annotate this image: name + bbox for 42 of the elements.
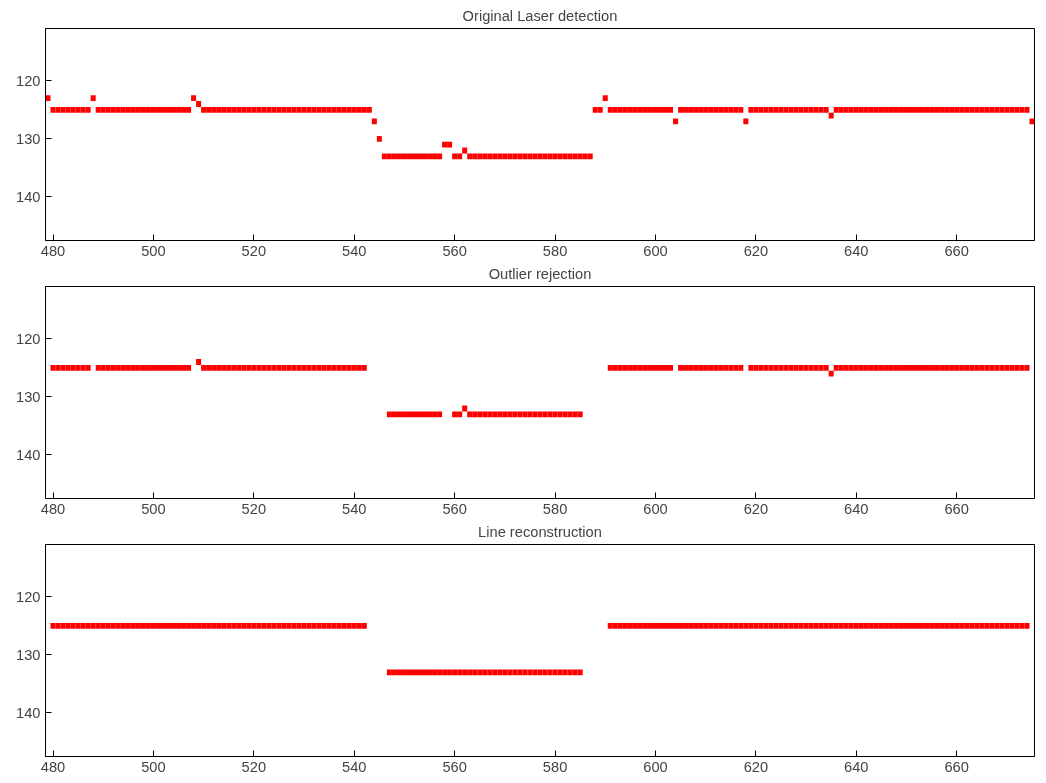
x-tick-label: 660 bbox=[944, 242, 969, 259]
x-tick-label: 500 bbox=[141, 758, 166, 775]
x-tick-label: 640 bbox=[844, 758, 869, 775]
x-tick-label: 560 bbox=[442, 758, 467, 775]
x-tick-label: 640 bbox=[844, 500, 869, 517]
x-tick-label: 580 bbox=[542, 500, 568, 517]
y-tick-label: 130 bbox=[16, 646, 41, 663]
y-tick-label: 140 bbox=[16, 188, 41, 205]
y-tick-label: 140 bbox=[16, 446, 41, 463]
x-tick-label: 620 bbox=[743, 758, 769, 775]
x-tick-label: 600 bbox=[643, 242, 668, 259]
x-tick-label: 520 bbox=[241, 242, 267, 259]
y-tick-label: 140 bbox=[16, 704, 41, 721]
x-tick-label: 480 bbox=[40, 500, 66, 517]
x-tick-label: 520 bbox=[241, 500, 267, 517]
x-tick-label: 480 bbox=[40, 242, 66, 259]
x-tick-label: 500 bbox=[141, 242, 166, 259]
x-tick-label: 560 bbox=[442, 500, 467, 517]
x-tick-label: 660 bbox=[944, 500, 969, 517]
x-tick-label: 600 bbox=[643, 500, 668, 517]
x-tick-label: 620 bbox=[743, 242, 769, 259]
y-tick-label: 120 bbox=[16, 72, 41, 89]
y-tick-label: 120 bbox=[16, 330, 41, 347]
x-tick-label: 540 bbox=[342, 500, 367, 517]
y-tick-label: 120 bbox=[16, 588, 41, 605]
x-tick-label: 580 bbox=[542, 242, 568, 259]
chart-title: Outlier rejection bbox=[488, 265, 592, 282]
x-tick-label: 520 bbox=[241, 758, 267, 775]
x-tick-label: 540 bbox=[342, 758, 367, 775]
x-tick-label: 500 bbox=[141, 500, 166, 517]
x-tick-label: 600 bbox=[643, 758, 668, 775]
chart-title: Line reconstruction bbox=[478, 523, 602, 540]
y-tick-label: 130 bbox=[16, 388, 41, 405]
x-tick-label: 480 bbox=[40, 758, 66, 775]
chart-title: Original Laser detection bbox=[462, 7, 618, 24]
x-tick-label: 660 bbox=[944, 758, 969, 775]
x-tick-label: 620 bbox=[743, 500, 769, 517]
x-tick-label: 560 bbox=[442, 242, 467, 259]
x-tick-label: 580 bbox=[542, 758, 568, 775]
x-tick-label: 540 bbox=[342, 242, 367, 259]
y-tick-label: 130 bbox=[16, 130, 41, 147]
x-tick-label: 640 bbox=[844, 242, 869, 259]
